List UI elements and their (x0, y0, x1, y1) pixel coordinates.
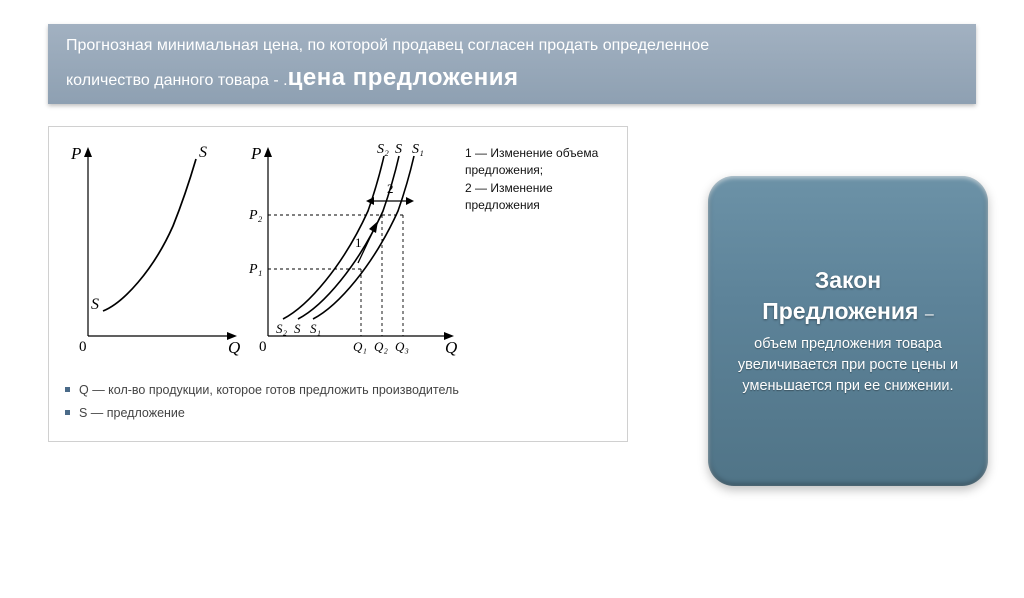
card-body: объем предложения товара увеличивается п… (730, 334, 966, 397)
s1-bottom: S₁ (310, 321, 321, 336)
chart1-curve-left: S (91, 296, 99, 313)
definition-banner: Прогнозная минимальная цена, по которой … (48, 24, 976, 104)
card-title-l1: Закон (815, 267, 881, 293)
chart1-x-label: Q (228, 338, 240, 356)
q3-label: Q₃ (395, 339, 409, 354)
s2-bottom: S₂ (276, 321, 288, 336)
supply-diagram-box: P Q 0 S S (48, 126, 628, 442)
legend-item-2: 2 — Изменение предложения (465, 180, 603, 215)
chart2-legend: 1 — Изменение объема предложения; 2 — Из… (465, 145, 603, 215)
banner-line2: количество данного товара - .цена предло… (66, 60, 958, 96)
banner-line1: Прогнозная минимальная цена, по которой … (66, 34, 958, 58)
card-dash: – (925, 306, 934, 323)
s-bottom: S (294, 321, 301, 336)
bullet-s: S — предложение (63, 402, 611, 425)
p1-label: P₁ (248, 262, 262, 277)
chart1-curve-top: S (199, 144, 207, 161)
law-of-supply-card: Закон Предложения – объем предложения то… (708, 176, 988, 486)
legend-item-1: 1 — Изменение объема предложения; (465, 145, 603, 180)
banner-line2-prefix: количество данного товара - . (66, 72, 288, 89)
arrow1-label: 1 (355, 235, 362, 250)
chart1-origin: 0 (79, 339, 87, 355)
q2-label: Q₂ (374, 339, 388, 354)
bullet-q: Q — кол-во продукции, которое готов пред… (63, 379, 611, 402)
chart1-svg: P Q 0 S S (63, 141, 243, 356)
chart2-x-label: Q (445, 338, 457, 356)
s2-top: S₂ (377, 142, 389, 157)
s-top: S (395, 142, 402, 157)
banner-emphasis: цена предложения (288, 64, 519, 91)
chart2-origin: 0 (259, 339, 267, 355)
chart-supply-shift: P Q 0 P₁ P₂ Q₁ Q₂ Q₃ S₂ S S₁ S₂ S S₁ 1 2 (243, 141, 603, 361)
chart-supply-curve: P Q 0 S S (63, 141, 243, 361)
card-title-l2: Предложения (762, 298, 918, 324)
chart1-y-label: P (70, 144, 81, 163)
q1-label: Q₁ (353, 339, 367, 354)
card-title: Закон Предложения – (762, 265, 934, 327)
p2-label: P₂ (248, 208, 263, 223)
chart2-y-label: P (250, 144, 261, 163)
s1-top: S₁ (412, 142, 424, 157)
diagram-bullets: Q — кол-во продукции, которое готов пред… (63, 379, 611, 425)
arrow2-label: 2 (387, 181, 394, 196)
